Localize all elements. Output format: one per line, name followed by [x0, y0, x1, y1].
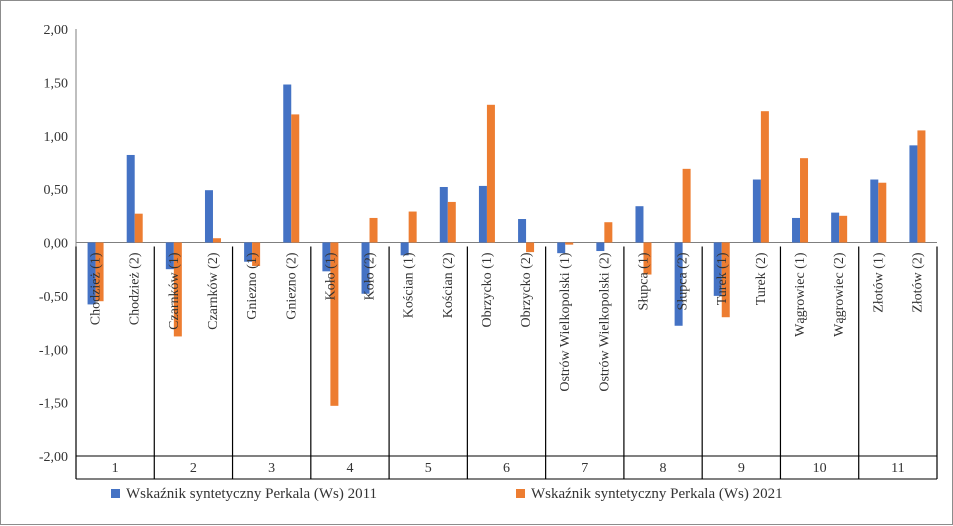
bar	[291, 114, 300, 243]
bar	[596, 242, 605, 252]
bar	[831, 212, 840, 243]
legend-swatch	[516, 489, 525, 498]
bar	[917, 130, 926, 243]
group-label: 1	[112, 461, 119, 476]
bar	[518, 219, 527, 243]
category-label: Słupca (1)	[636, 252, 651, 310]
y-tick-label: 0,00	[44, 237, 69, 252]
category-label: Gniezno (1)	[245, 252, 260, 320]
bar	[635, 206, 644, 243]
bar	[283, 84, 292, 243]
y-tick-label: 1,00	[44, 130, 69, 145]
bar	[909, 145, 918, 243]
bar	[447, 201, 456, 243]
bar	[439, 186, 448, 243]
y-tick-label: -1,50	[39, 397, 68, 412]
y-tick-label: 1,50	[44, 76, 69, 91]
group-label: 9	[738, 461, 745, 476]
bar	[565, 242, 574, 245]
bar	[173, 242, 182, 337]
category-label: Gniezno (2)	[284, 252, 299, 320]
bar	[330, 242, 339, 406]
category-label: Złotów (1)	[871, 252, 886, 313]
group-label: 10	[813, 461, 827, 476]
bar	[721, 242, 730, 318]
bar	[212, 238, 221, 243]
bar	[557, 242, 566, 254]
bar	[839, 215, 848, 243]
category-label: Kościan (1)	[402, 252, 417, 318]
bar	[252, 242, 261, 266]
bar	[643, 242, 652, 275]
group-label: 11	[891, 461, 904, 476]
bar	[369, 217, 378, 243]
group-label: 5	[425, 461, 432, 476]
category-label: Obrzycko (1)	[480, 252, 495, 327]
category-label: Koło (2)	[363, 252, 378, 300]
bar	[244, 242, 253, 262]
category-label: Czarnków (2)	[206, 252, 221, 330]
category-label: Wągrowiec (1)	[793, 252, 808, 337]
y-tick-label: -0,50	[39, 290, 68, 305]
category-label: Koło (1)	[323, 252, 338, 300]
y-tick-label: -2,00	[39, 450, 68, 465]
category-label: Turek (1)	[715, 252, 730, 305]
category-label: Obrzycko (2)	[519, 252, 534, 327]
group-label: 6	[503, 461, 510, 476]
bar	[713, 242, 722, 296]
bar	[752, 179, 761, 243]
group-label: 3	[268, 461, 275, 476]
bar	[526, 242, 535, 253]
bar	[165, 242, 174, 270]
legend-swatch	[111, 489, 120, 498]
bar	[792, 217, 801, 243]
bar	[322, 242, 331, 272]
group-label: 7	[581, 461, 588, 476]
category-label: Kościan (2)	[441, 252, 456, 318]
bar	[204, 190, 213, 243]
category-label: Ostrów Wielkopolski (1)	[558, 252, 573, 392]
bar	[478, 185, 487, 243]
bar	[760, 111, 769, 243]
bar	[486, 104, 495, 243]
category-label: Chodzież (1)	[89, 252, 104, 325]
group-label: 2	[190, 461, 197, 476]
category-label: Turek (2)	[754, 252, 769, 305]
bar	[126, 154, 135, 243]
bar	[682, 168, 691, 243]
category-label: Chodzież (2)	[128, 252, 143, 325]
bar	[408, 211, 417, 243]
legend-label: Wskaźnik syntetyczny Perkala (Ws) 2011	[126, 486, 377, 502]
y-tick-label: 0,50	[44, 183, 69, 198]
category-label: Wągrowiec (2)	[832, 252, 847, 337]
bar	[95, 242, 104, 302]
bar	[400, 242, 409, 256]
category-label: Czarnków (1)	[167, 252, 182, 330]
bar	[361, 242, 370, 294]
group-label: 8	[660, 461, 667, 476]
category-label: Ostrów Wielkopolski (2)	[597, 252, 612, 392]
y-tick-label: 2,00	[44, 23, 69, 38]
bar	[604, 222, 613, 243]
bar	[870, 179, 879, 243]
y-tick-label: -1,00	[39, 343, 68, 358]
category-label: Złotów (2)	[910, 252, 925, 313]
legend-label: Wskaźnik syntetyczny Perkala (Ws) 2021	[531, 486, 783, 502]
group-label: 4	[346, 461, 353, 476]
bar	[878, 182, 887, 243]
category-label: Słupca (2)	[676, 252, 691, 310]
bar	[674, 242, 683, 326]
bar	[134, 213, 143, 243]
bar	[87, 242, 96, 305]
bar	[800, 158, 809, 243]
